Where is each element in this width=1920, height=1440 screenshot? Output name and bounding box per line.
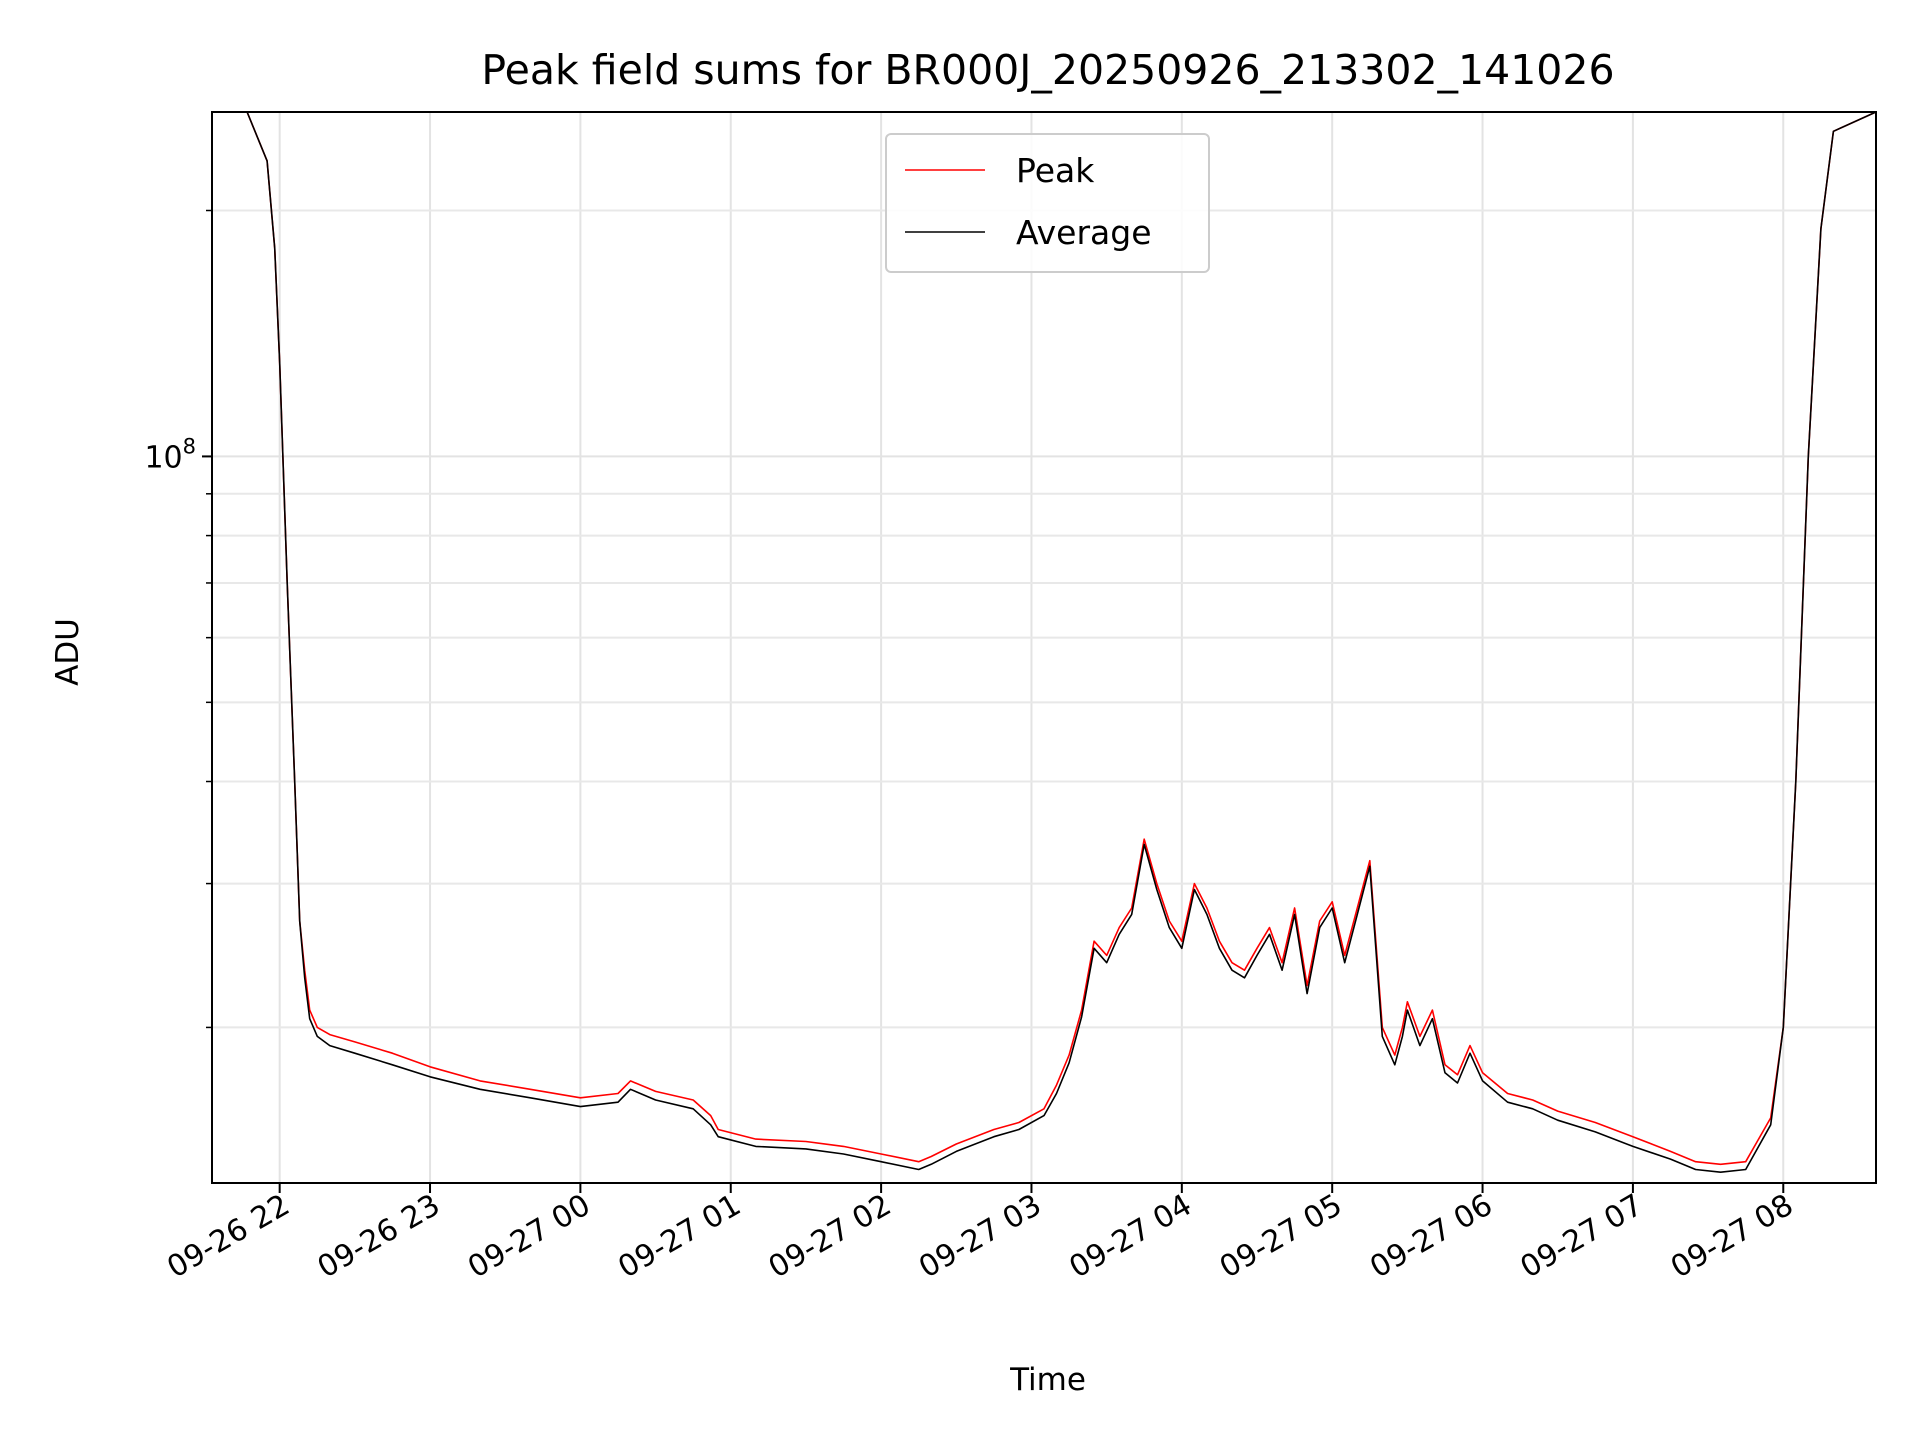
grid bbox=[212, 112, 1876, 1183]
chart-title: Peak field sums for BR000J_20250926_2133… bbox=[481, 46, 1614, 94]
series-line-average bbox=[212, 112, 1876, 1173]
legend-label-average: Average bbox=[1016, 213, 1152, 252]
x-axis-label: Time bbox=[1009, 1362, 1086, 1398]
y-tick-exponent: 8 bbox=[183, 434, 196, 458]
legend-box bbox=[885, 133, 1210, 273]
plot-frame bbox=[211, 111, 1877, 1184]
series-layer bbox=[212, 112, 1876, 1173]
y-axis-label: ADU bbox=[50, 618, 86, 686]
legend: Peak Average bbox=[885, 133, 1210, 273]
series-line-peak bbox=[212, 112, 1876, 1166]
legend-label-peak: Peak bbox=[1016, 151, 1095, 190]
